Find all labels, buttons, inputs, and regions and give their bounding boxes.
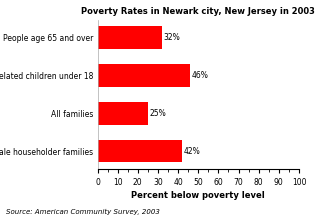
Text: Source: American Community Survey, 2003: Source: American Community Survey, 2003 bbox=[6, 209, 160, 215]
X-axis label: Percent below poverty level: Percent below poverty level bbox=[131, 191, 265, 201]
Bar bbox=[98, 64, 190, 87]
Text: 42%: 42% bbox=[184, 147, 201, 156]
Text: 46%: 46% bbox=[192, 71, 209, 80]
Title: Poverty Rates in Newark city, New Jersey in 2003: Poverty Rates in Newark city, New Jersey… bbox=[81, 7, 315, 16]
Bar bbox=[98, 26, 162, 49]
Text: 32%: 32% bbox=[163, 33, 180, 42]
Bar bbox=[98, 102, 148, 125]
Bar bbox=[98, 140, 182, 163]
Text: 25%: 25% bbox=[150, 109, 166, 118]
